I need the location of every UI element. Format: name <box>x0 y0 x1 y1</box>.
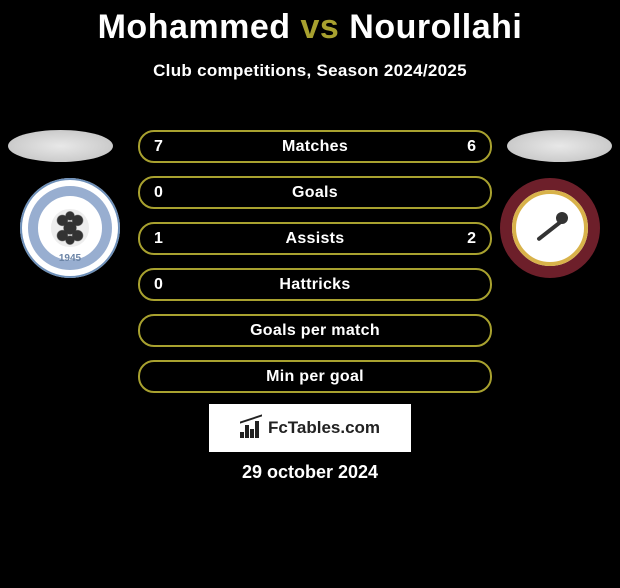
club-right-emblem-icon <box>530 208 571 249</box>
stat-left-value: 1 <box>154 230 163 248</box>
player2-oval-shadow <box>507 130 612 162</box>
stat-row-goals: 0 Goals <box>138 176 492 209</box>
club-left-outer-ring: 1945 <box>20 178 120 278</box>
attribution-text: FcTables.com <box>268 418 380 438</box>
stat-row-assists: 1 Assists 2 <box>138 222 492 255</box>
attribution-box: FcTables.com <box>209 404 411 452</box>
comparison-title: Mohammed vs Nourollahi <box>0 8 620 47</box>
stat-row-matches: 7 Matches 6 <box>138 130 492 163</box>
logo-bar-icon <box>250 429 254 438</box>
club-right-outer-ring <box>500 178 600 278</box>
logo-bar-icon <box>245 425 249 438</box>
club-left-ring: 1945 <box>28 186 112 270</box>
club-left-year: 1945 <box>38 253 102 264</box>
club-badge-left: 1945 <box>20 178 120 278</box>
stat-left-value: 0 <box>154 184 163 202</box>
subtitle: Club competitions, Season 2024/2025 <box>0 61 620 81</box>
stat-label: Goals per match <box>250 322 380 340</box>
player2-name: Nourollahi <box>349 8 522 46</box>
stat-row-min-per-goal: Min per goal <box>138 360 492 393</box>
player1-oval-shadow <box>8 130 113 162</box>
stat-label: Matches <box>282 138 348 156</box>
club-badge-right <box>500 178 600 278</box>
stat-label: Min per goal <box>266 368 364 386</box>
stat-right-value: 2 <box>467 230 476 248</box>
fctables-logo-icon <box>240 418 264 438</box>
logo-bar-icon <box>240 432 244 438</box>
stat-row-hattricks: 0 Hattricks <box>138 268 492 301</box>
stat-right-value: 6 <box>467 138 476 156</box>
stat-label: Hattricks <box>279 276 350 294</box>
stat-label: Goals <box>292 184 338 202</box>
vs-label: vs <box>300 8 339 46</box>
stat-label: Assists <box>285 230 344 248</box>
soccer-ball-icon <box>51 209 88 246</box>
stats-container: 7 Matches 6 0 Goals 1 Assists 2 0 Hattri… <box>138 130 492 406</box>
stat-row-goals-per-match: Goals per match <box>138 314 492 347</box>
date-label: 29 october 2024 <box>0 462 620 483</box>
club-right-inner-ring <box>512 190 588 266</box>
stat-left-value: 0 <box>154 276 163 294</box>
emblem-dot-icon <box>556 212 568 224</box>
logo-bar-icon <box>255 421 259 438</box>
stat-left-value: 7 <box>154 138 163 156</box>
player1-name: Mohammed <box>98 8 291 46</box>
